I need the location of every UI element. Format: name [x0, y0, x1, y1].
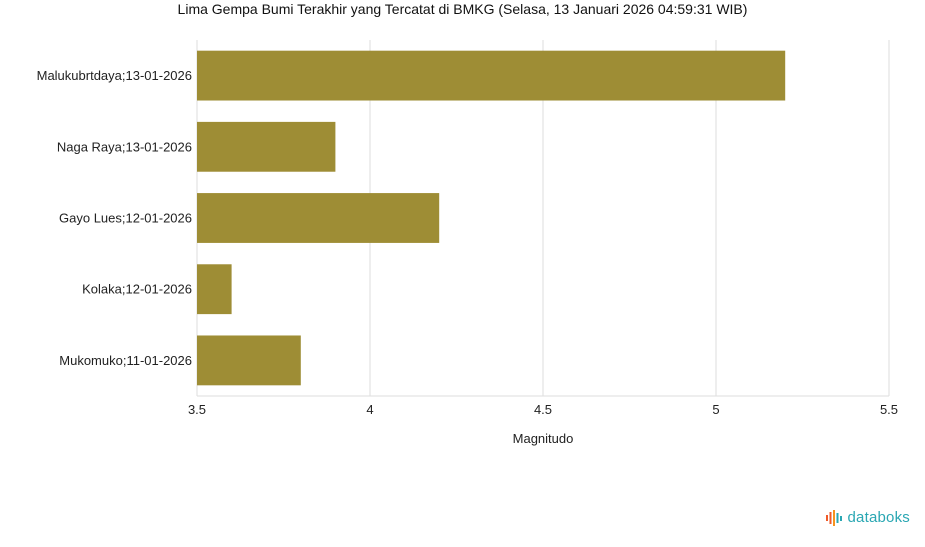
bars: [197, 50, 786, 386]
bar[interactable]: [197, 50, 786, 101]
x-tick-label: 5.5: [880, 402, 898, 417]
category-labels: Malukubrtdaya;13-01-2026 Naga Raya;13-01-…: [37, 68, 192, 368]
x-tick-label: 4.5: [534, 402, 552, 417]
chart-title: Lima Gempa Bumi Terakhir yang Tercatat d…: [177, 1, 748, 17]
bar[interactable]: [197, 335, 301, 386]
x-axis-title: Magnitudo: [513, 431, 574, 446]
databoks-wordmark: databoks: [847, 509, 910, 526]
x-tick-label: 3.5: [188, 402, 206, 417]
category-label: Malukubrtdaya;13-01-2026: [37, 68, 192, 83]
databoks-icon: [825, 509, 842, 526]
x-tick-label: 5: [712, 402, 719, 417]
category-label: Naga Raya;13-01-2026: [57, 139, 192, 154]
bar[interactable]: [197, 264, 232, 315]
bar[interactable]: [197, 193, 440, 243]
databoks-logo: databoks: [825, 509, 910, 526]
x-tick-label: 4: [366, 402, 373, 417]
x-tick-labels: 3.5 4 4.5 5 5.5: [188, 402, 898, 417]
category-label: Gayo Lues;12-01-2026: [59, 211, 192, 226]
bar[interactable]: [197, 121, 336, 172]
category-label: Mukomuko;11-01-2026: [59, 353, 192, 368]
category-label: Kolaka;12-01-2026: [82, 282, 192, 297]
